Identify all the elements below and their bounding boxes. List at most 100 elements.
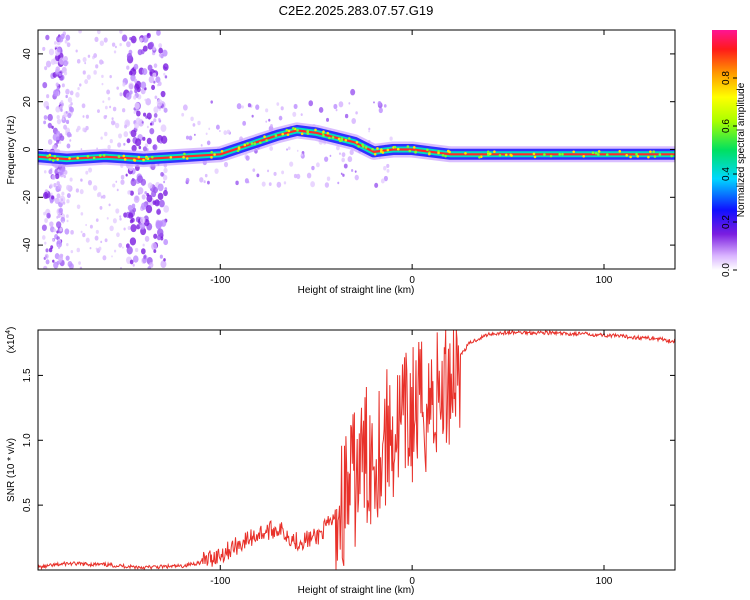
- heatmap-noise-cell: [68, 263, 74, 269]
- heatmap-noise-cell: [160, 124, 167, 133]
- heatmap-noise-cell: [132, 255, 139, 263]
- heatmap-noise-cell: [131, 217, 135, 223]
- heatmap-noise-cell: [98, 246, 102, 251]
- heatmap-ridge-speck: [46, 154, 49, 158]
- heatmap-ridge-speck: [182, 155, 185, 159]
- heatmap-noise-cell: [46, 212, 51, 219]
- heatmap-noise-cell: [146, 192, 150, 197]
- heatmap-noise-cell: [118, 133, 123, 139]
- heatmap-ridge-speck: [306, 132, 310, 135]
- heatmap-ridge-speck: [123, 158, 127, 161]
- heatmap-noise-cell: [149, 122, 153, 126]
- heatmap-noise-cell: [59, 105, 64, 110]
- snr-scale-label: (x104): [5, 327, 17, 354]
- heatmap-noise-cell: [82, 57, 87, 63]
- heatmap-noise-cell: [182, 104, 188, 111]
- heatmap-noise-cell: [146, 112, 152, 120]
- heatmap-noise-cell: [128, 165, 134, 172]
- heatmap-ridge-speck: [361, 145, 365, 148]
- heatmap-noise-cell: [140, 248, 146, 255]
- heatmap-noise-cell: [95, 229, 99, 234]
- heatmap-noise-cell: [43, 120, 47, 125]
- heatmap-ridge-speck: [53, 154, 57, 158]
- heatmap-noise-cell: [210, 100, 213, 104]
- heatmap-ridge-speck: [488, 152, 492, 156]
- heatmap-noise-cell: [153, 233, 158, 239]
- heatmap-noise-cell: [112, 106, 117, 112]
- heatmap-noise-cell: [386, 168, 390, 173]
- heatmap-ridge-speck: [92, 156, 96, 160]
- heatmap-ridge-speck: [408, 149, 412, 153]
- heatmap-noise-cell: [93, 53, 98, 59]
- heatmap-noise-cell: [89, 224, 93, 229]
- heatmap-ridge-speck: [412, 146, 416, 149]
- heatmap-noise-cell: [65, 110, 68, 114]
- heatmap-noise-cell: [199, 177, 204, 183]
- heatmap-noise-cell: [85, 170, 89, 175]
- heatmap-noise-cell: [123, 227, 126, 231]
- heatmap-ridge-speck: [259, 141, 262, 145]
- heatmap-noise-cell: [142, 146, 147, 152]
- heatmap-noise-cell: [60, 99, 64, 104]
- heatmap-noise-cell: [66, 199, 70, 204]
- heatmap-noise-cell: [56, 136, 60, 141]
- heatmap-noise-cell: [62, 220, 65, 224]
- heatmap-noise-cell: [82, 115, 85, 118]
- heatmap-noise-cell: [65, 94, 68, 99]
- heatmap-noise-cell: [286, 148, 288, 151]
- heatmap-noise-cell: [151, 190, 157, 198]
- heatmap-ridge-speck: [68, 156, 71, 160]
- heatmap-ridge-speck: [253, 142, 257, 145]
- heatmap-noise-cell: [76, 247, 81, 253]
- heatmap-ridge-speck: [380, 148, 383, 152]
- heatmap-noise-cell: [145, 98, 152, 106]
- heatmap-noise-cell: [55, 106, 61, 113]
- heatmap-noise-cell: [130, 129, 137, 138]
- heatmap-ridge-speck: [145, 157, 148, 160]
- heatmap-noise-cell: [65, 119, 70, 124]
- heatmap-ridge-speck: [396, 147, 400, 151]
- heatmap-noise-cell: [66, 242, 69, 247]
- snr-x-tick-label: 100: [596, 576, 613, 587]
- heatmap-ridge-speck: [658, 153, 662, 156]
- heatmap-noise-cell: [142, 45, 148, 52]
- heatmap-noise-cell: [113, 50, 117, 54]
- heatmap-noise-cell: [57, 255, 63, 262]
- heatmap-noise-cell: [188, 135, 193, 141]
- heatmap-ridge-speck: [618, 150, 622, 153]
- heatmap-noise-cell: [268, 182, 272, 187]
- heatmap-noise-cell: [127, 204, 133, 212]
- heatmap-noise-cell: [343, 163, 348, 169]
- heatmap-noise-cell: [130, 178, 137, 187]
- heatmap-ridge-speck: [437, 151, 440, 155]
- heatmap-noise-cell: [79, 266, 83, 269]
- heatmap-noise-cell: [160, 171, 164, 177]
- heatmap-noise-cell: [194, 133, 196, 136]
- heatmap-noise-cell: [341, 157, 346, 163]
- heatmap-noise-cell: [373, 101, 375, 104]
- heatmap-noise-cell: [280, 106, 284, 111]
- heatmap-noise-cell: [52, 238, 55, 242]
- heatmap-noise-cell: [138, 145, 142, 150]
- heatmap-ridge-speck: [263, 135, 266, 139]
- heatmap-y-ticks: -40 -20 0 20 40: [22, 48, 675, 252]
- heatmap-noise-cell: [56, 193, 61, 199]
- heatmap-noise-cell: [389, 136, 393, 141]
- heatmap-noise-cell: [134, 88, 138, 94]
- heatmap-noise-cell: [148, 41, 155, 49]
- snr-frame: [37, 329, 676, 571]
- heatmap-ridge-speck: [117, 155, 121, 158]
- heatmap-ridge-speck: [300, 132, 304, 136]
- heatmap-ridge-speck: [647, 155, 650, 159]
- heatmap-noise-cell: [49, 198, 54, 204]
- heatmap-noise-cell: [130, 35, 137, 44]
- heatmap-noise-cell: [84, 61, 87, 65]
- heatmap-ridge-speck: [340, 138, 344, 142]
- heatmap-noise-cell: [100, 136, 103, 140]
- heatmap-noise-cell: [164, 64, 168, 68]
- heatmap-noise-cell: [335, 108, 338, 112]
- heatmap-noise-cell: [50, 192, 53, 196]
- heatmap-noise-cell: [111, 117, 114, 121]
- heatmap-noise-cell: [95, 64, 99, 69]
- snr-series-line: [38, 330, 675, 570]
